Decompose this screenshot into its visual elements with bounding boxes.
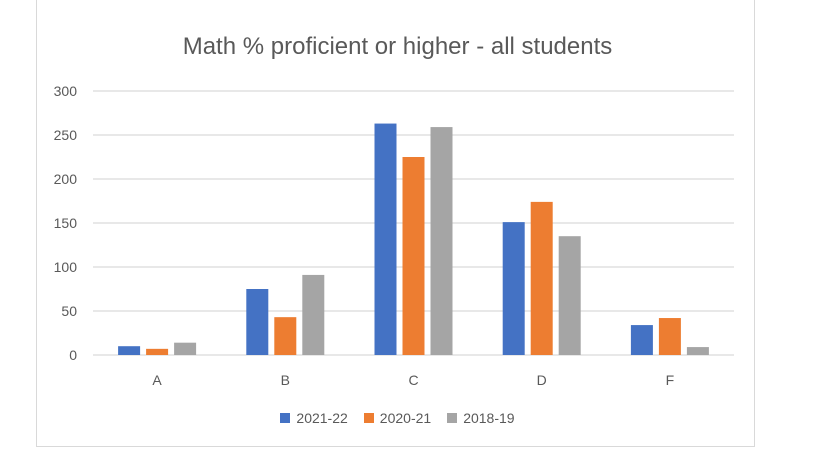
bar-F-2020-21 [658,318,681,355]
legend-swatch [363,413,374,423]
legend-label: 2020-21 [379,410,432,426]
legend-item: 2018-19 [447,410,515,426]
bar-D-2021-22 [502,222,525,355]
bar-D-2020-21 [530,201,553,355]
bar-A-2020-21 [146,348,169,355]
y-tick-label: 250 [54,127,78,143]
chart-title: Math % proficient or higher - all studen… [182,33,613,60]
legend: 2021-22 2020-21 2018-19 [0,410,795,426]
bar-F-2021-22 [630,325,653,355]
legend-swatch [447,413,458,423]
legend-item: 2020-21 [363,410,432,426]
legend-swatch [280,413,291,423]
y-tick-label: 200 [54,171,78,187]
y-tick-label: 100 [54,259,78,275]
bar-A-2018-19 [174,342,197,355]
bar-B-2018-19 [302,274,325,355]
bar-A-2021-22 [118,346,141,355]
y-tick-label: 300 [54,83,78,99]
bar-D-2018-19 [558,236,581,355]
bar-B-2020-21 [274,317,297,355]
bar-C-2018-19 [430,127,453,355]
x-tick-label: D [537,372,547,388]
y-tick-label: 150 [54,215,78,231]
legend-label: 2021-22 [296,410,348,426]
x-tick-label: A [152,372,162,388]
y-tick-label: 50 [61,303,77,319]
bar-B-2021-22 [246,289,269,355]
x-tick-label: F [666,372,675,388]
bar-F-2018-19 [686,347,709,355]
bar-C-2021-22 [374,123,397,355]
x-tick-label: C [408,372,418,388]
legend-item: 2021-22 [280,410,348,426]
legend-label: 2018-19 [463,410,515,426]
chart-frame [36,0,755,447]
y-tick-label: 0 [69,347,77,363]
x-tick-label: B [281,372,290,388]
bar-C-2020-21 [402,157,425,355]
